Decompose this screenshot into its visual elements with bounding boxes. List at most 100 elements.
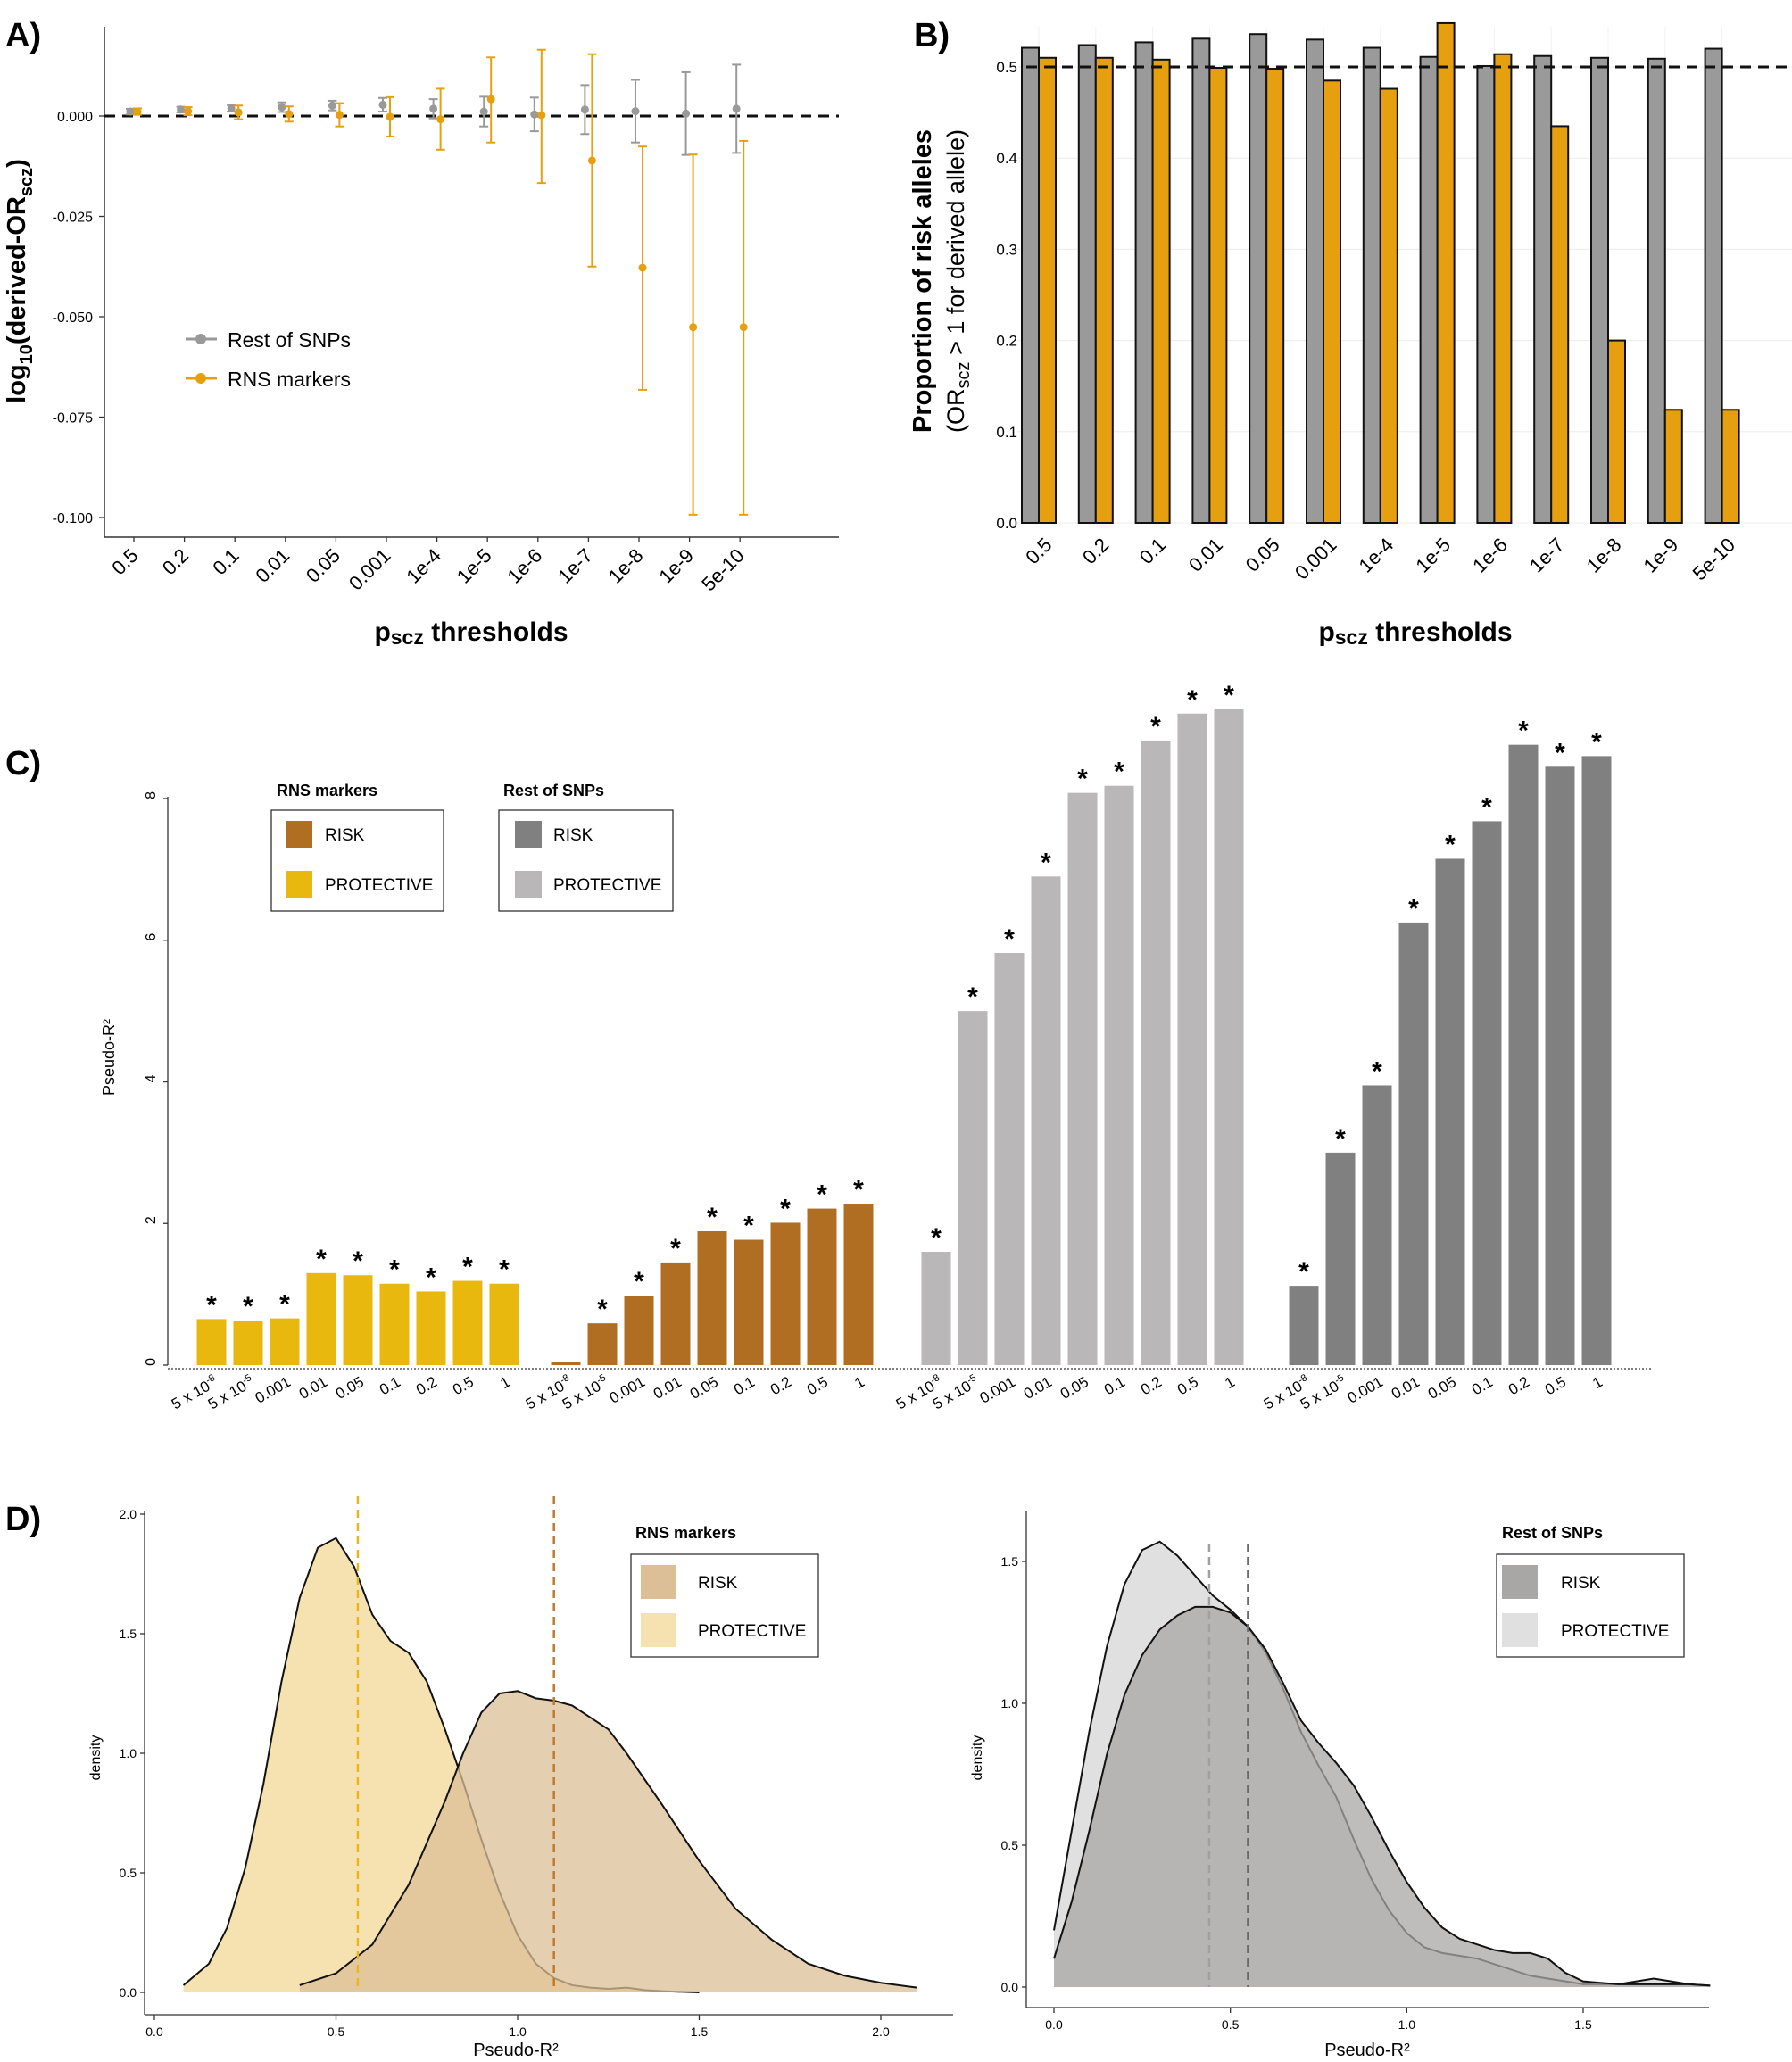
panel-c-bar-rns-protective bbox=[306, 1272, 336, 1365]
panel-a-point-rest bbox=[479, 107, 488, 116]
panel-d-right-legend-risk-label: RISK bbox=[1561, 1574, 1601, 1593]
panel-d-left-y-title: density bbox=[88, 1735, 104, 1781]
panel-a-point-rns bbox=[537, 111, 546, 120]
panel-c-significance-star: * bbox=[931, 1223, 942, 1253]
panel-d-right-legend-title: Rest of SNPs bbox=[1502, 1524, 1603, 1542]
panel-a-point-rns bbox=[386, 112, 394, 121]
panel-c-significance-star: * bbox=[1187, 685, 1198, 715]
panel-d-left-legend-risk-label: RISK bbox=[698, 1574, 738, 1593]
panel-d-right-y-title: density bbox=[970, 1735, 985, 1781]
panel-c-bar-rns-risk bbox=[770, 1222, 801, 1365]
panel-c-bar-rest-risk bbox=[1289, 1286, 1319, 1365]
panel-a-point-rest bbox=[278, 103, 286, 112]
panel-b-bar-rest bbox=[1134, 41, 1154, 524]
panel-b-bar-rns bbox=[1493, 53, 1513, 524]
panel-c-bar-rest-protective bbox=[994, 953, 1025, 1365]
panel-c-significance-star: * bbox=[426, 1263, 436, 1292]
panel-b-bar-rns bbox=[1436, 21, 1456, 525]
panel-d-right-legend-risk-swatch bbox=[1502, 1565, 1538, 1599]
panel-d-left-x-tick-label: 1.0 bbox=[509, 2025, 527, 2039]
panel-c-significance-star: * bbox=[1077, 765, 1088, 794]
panel-b-y-tick-label: 0.1 bbox=[996, 424, 1017, 441]
panel-a-point-rest bbox=[732, 104, 741, 113]
panel-c-legend-rns-risk-label: RISK bbox=[325, 826, 365, 845]
panel-d-right-density-area-risk bbox=[1054, 1606, 1711, 1987]
panel-c-significance-star: * bbox=[1298, 1257, 1309, 1287]
panel-c-significance-star: * bbox=[1004, 924, 1015, 954]
panel-c-bar-rest-protective bbox=[921, 1252, 951, 1365]
panel-a-point-rns bbox=[739, 323, 748, 332]
panel-b-bar-rns bbox=[1323, 79, 1341, 525]
panel-label-d: D) bbox=[5, 1501, 41, 1538]
panel-a-x-title: pscz thresholds bbox=[374, 617, 568, 649]
panel-d-right-y-tick-label: 1.5 bbox=[1001, 1554, 1019, 1569]
panel-a-point-rest bbox=[530, 110, 539, 119]
panel-c-significance-star: * bbox=[1408, 894, 1419, 923]
panel-b-y-title-line1: Proportion of risk alleles bbox=[908, 129, 937, 433]
panel-c-bar-rns-protective bbox=[489, 1283, 519, 1365]
panel-b-bar-rest bbox=[1590, 56, 1609, 524]
panel-c-bar-rns-risk bbox=[587, 1323, 618, 1365]
panel-d-left-chart: 0.0 0.5 1.0 1.5 2.0 0.0 0.5 1.0 1.5 2.0 density P… bbox=[88, 1496, 953, 2060]
panel-b-bar-rns bbox=[1379, 87, 1398, 524]
panel-c-bar-rns-risk bbox=[660, 1262, 691, 1365]
panel-d-left-x-tick-label: 0.5 bbox=[328, 2025, 345, 2039]
panel-c-significance-star: * bbox=[1481, 792, 1492, 822]
panel-c-legend-rns: RNS markers RISK PROTECTIVE bbox=[270, 782, 444, 912]
panel-b-bar-rest bbox=[1704, 47, 1723, 525]
panel-c-y-tick-label: 8 bbox=[144, 791, 159, 799]
panel-d-right-x-tick-label: 1.0 bbox=[1398, 2017, 1416, 2032]
panel-d-left-legend: RNS markers RISK PROTECTIVE bbox=[630, 1524, 819, 1658]
panel-c-bar-rest-protective bbox=[1177, 713, 1207, 1365]
panel-b-bar-rest bbox=[1021, 46, 1040, 524]
panel-b-bar-rns bbox=[1607, 339, 1626, 524]
panel-a-y-tick-label: -0.075 bbox=[53, 411, 93, 426]
panel-c-significance-star: * bbox=[279, 1290, 290, 1320]
panel-a-point-rns bbox=[234, 108, 243, 117]
panel-c-legend-rns-risk-swatch bbox=[286, 821, 312, 848]
panel-c-significance-star: * bbox=[243, 1292, 253, 1321]
panel-c-significance-star: * bbox=[1150, 712, 1161, 741]
panel-d-left-density-line-risk bbox=[299, 1690, 917, 1989]
panel-a-point-rns bbox=[285, 110, 294, 119]
panel-a-point-rns bbox=[587, 156, 596, 165]
panel-c-significance-star: * bbox=[743, 1212, 754, 1241]
panel-b-bar-rest bbox=[1249, 33, 1268, 524]
panel-d-right-density-line-risk bbox=[1053, 1605, 1711, 1987]
panel-c-bar-rest-risk bbox=[1581, 756, 1612, 1365]
panel-b-y-tick-label: 0.0 bbox=[996, 515, 1017, 532]
panel-d-right-x-tick-label: 0.5 bbox=[1222, 2017, 1240, 2032]
panel-a-point-rns bbox=[486, 95, 495, 104]
panel-c-bar-rns-protective bbox=[233, 1320, 263, 1365]
panel-c-bar-rest-protective bbox=[1104, 785, 1134, 1365]
panel-c-bar-rns-protective bbox=[343, 1275, 373, 1365]
panel-c-bar-rns-protective bbox=[379, 1283, 410, 1365]
panel-b-bar-rest bbox=[1647, 57, 1666, 524]
panel-c-bar-rns-risk bbox=[843, 1204, 874, 1365]
panel-a-y-title: log10(derived-ORscz) bbox=[3, 159, 37, 403]
panel-c-legend-rest-title: Rest of SNPs bbox=[503, 782, 604, 799]
panel-c-bar-rns-risk bbox=[734, 1239, 764, 1365]
panel-d-right-x-title: Pseudo-R² bbox=[1324, 2041, 1410, 2060]
legend-rns-dot bbox=[195, 373, 206, 384]
panel-c-significance-star: * bbox=[1518, 716, 1529, 746]
panel-c-bar-rest-protective bbox=[1214, 708, 1244, 1365]
panel-d-left-legend-protective-label: PROTECTIVE bbox=[698, 1622, 806, 1641]
panel-b-bar-rns bbox=[1151, 58, 1171, 525]
panel-a-point-rest bbox=[177, 105, 186, 114]
panel-c-bar-rns-protective bbox=[270, 1318, 300, 1365]
panel-c-significance-star: * bbox=[1041, 848, 1051, 877]
panel-c-bar-rns-risk bbox=[807, 1208, 837, 1365]
panel-d-left-x-tick-label: 1.5 bbox=[691, 2025, 709, 2039]
panel-b-chart: 0.00.10.20.30.40.5 0.5 0.2 0.1 0.01 0.05 0.00… bbox=[908, 21, 1792, 649]
panel-c-significance-star: * bbox=[967, 982, 978, 1012]
panel-d-left-y-tick-label: 1.5 bbox=[120, 1627, 137, 1641]
panel-b-bar-rest bbox=[1476, 64, 1496, 524]
panel-d-left-legend-protective-swatch bbox=[641, 1613, 676, 1647]
panel-c-bar-rns-protective bbox=[196, 1319, 227, 1365]
panel-c-significance-star: * bbox=[462, 1253, 473, 1282]
panel-c-legend-rns-protective-label: PROTECTIVE bbox=[325, 876, 433, 895]
panel-d-right-y-tick-label: 0.0 bbox=[1001, 1980, 1019, 1994]
panel-c-y-tick-label: 6 bbox=[144, 933, 159, 941]
